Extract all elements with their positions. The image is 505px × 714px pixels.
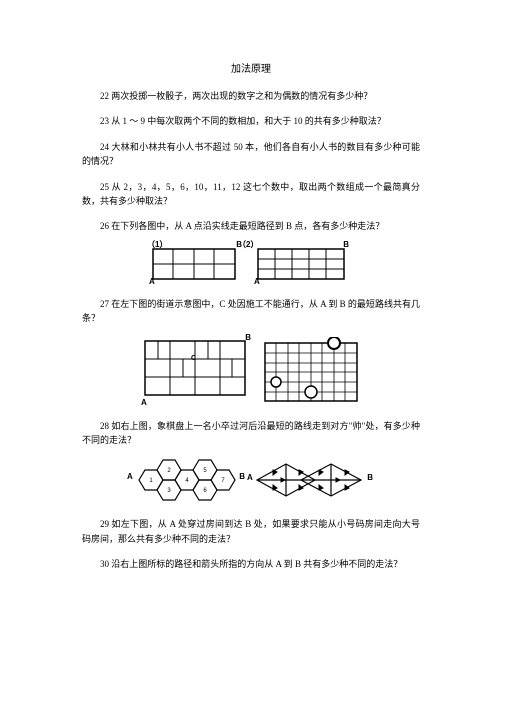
label-a2: A (254, 277, 260, 286)
fig1-label: （1） (147, 239, 167, 250)
label-b2: B (343, 240, 349, 249)
question-28: 28 如右上图，象棋盘上一名小卒过河后沿最短的路线走到对方"帅"处，有多少种不同… (82, 419, 420, 448)
label-b5: B (367, 473, 373, 482)
hex-rooms: 12 34 56 7 A B (131, 458, 241, 503)
svg-text:4: 4 (185, 478, 189, 484)
fig2-label: （2） (238, 239, 258, 250)
question-23: 23 从 1 ～ 9 中每次取两个不同的数相加，和大于 10 的共有多少种取法？ (82, 114, 420, 128)
diamond-path: A B (251, 458, 371, 503)
question-27: 27 在左下图的街道示意图中，C 处因施工不能通行，从 A 到 B 的最短路线共… (82, 297, 420, 326)
grid-2: （2） A B (256, 245, 351, 283)
page-title: 加法原理 (82, 60, 420, 75)
svg-text:1: 1 (149, 478, 153, 484)
label-a3: A (141, 398, 147, 407)
street-map: A B C (141, 337, 251, 405)
question-25: 25 从 2，3，4，5，6，10，11，12 这七个数中，取出两个数组成一个最… (82, 180, 420, 209)
figure-q29: 1 2 3 4 5 6 7 A B (82, 458, 420, 503)
question-24: 24 大林和小林共有小人书不超过 50 本，他们各自有小人书的数目有多少种可能的… (82, 140, 420, 169)
label-c: C (191, 355, 196, 362)
label-a5: A (247, 473, 253, 482)
question-30: 30 沿右上图所标的路径和箭头所指的方向从 A 到 B 共有多少种不同的走法？ (82, 557, 420, 571)
figure-q26: （1） A B （2） A B (82, 245, 420, 283)
svg-text:5: 5 (203, 468, 207, 474)
figure-q27: A B C (82, 337, 420, 405)
grid-1: （1） A B (151, 245, 246, 283)
question-29: 29 如左下图，从 A 处穿过房间到达 B 处，如果要求只能从小号码房间走向大号… (82, 517, 420, 546)
svg-text:6: 6 (203, 488, 207, 494)
question-22: 22 两次投掷一枚骰子，两次出现的数字之和为偶数的情况有多少种？ (82, 89, 420, 103)
label-b4: B (239, 472, 245, 481)
question-26: 26 在下列各图中，从 A 点沿实线走最短路径到 B 点，各有多少种走法？ (82, 219, 420, 233)
label-a: A (149, 277, 155, 286)
svg-text:2: 2 (167, 468, 171, 474)
label-b3: B (245, 333, 251, 342)
svg-text:3: 3 (167, 488, 171, 494)
chess-board (261, 337, 361, 405)
svg-text:7: 7 (221, 478, 225, 484)
label-a4: A (127, 472, 133, 481)
